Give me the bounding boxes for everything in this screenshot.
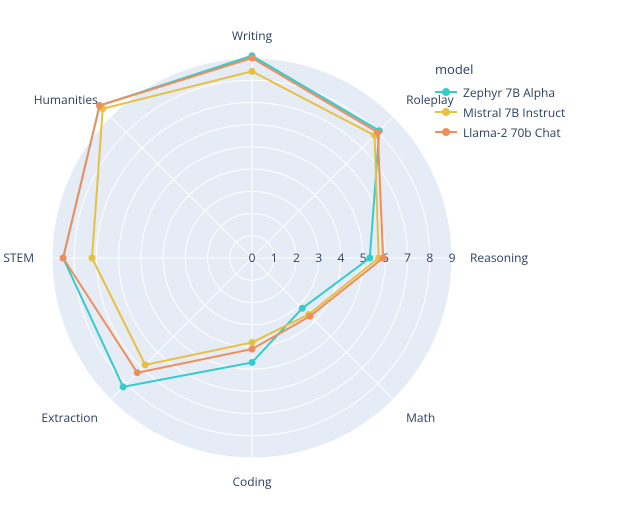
r-tick-label: 7 bbox=[404, 249, 411, 266]
r-tick-label: 3 bbox=[315, 249, 322, 266]
series-marker bbox=[134, 370, 140, 376]
axis-label: Reasoning bbox=[470, 249, 528, 266]
series-marker bbox=[120, 384, 126, 390]
r-tick-label: 0 bbox=[249, 249, 256, 266]
axis-label: STEM bbox=[3, 249, 34, 266]
axis-label: Math bbox=[406, 409, 435, 426]
legend-label: Zephyr 7B Alpha bbox=[463, 84, 555, 101]
legend: model Zephyr 7B Alpha Mistral 7B Instruct… bbox=[435, 60, 565, 142]
axis-label: Humanities bbox=[34, 91, 98, 108]
legend-item[interactable]: Llama-2 70b Chat bbox=[435, 122, 565, 142]
series-marker bbox=[142, 362, 148, 368]
r-tick-label: 4 bbox=[337, 249, 344, 266]
r-tick-label: 8 bbox=[426, 249, 433, 266]
legend-item[interactable]: Zephyr 7B Alpha bbox=[435, 82, 565, 102]
legend-item[interactable]: Mistral 7B Instruct bbox=[435, 102, 565, 122]
legend-label: Mistral 7B Instruct bbox=[463, 104, 565, 121]
series-marker bbox=[89, 255, 95, 261]
legend-swatch bbox=[435, 86, 457, 98]
legend-swatch bbox=[435, 126, 457, 138]
series-marker bbox=[380, 255, 386, 261]
series-marker bbox=[249, 339, 255, 345]
axis-label: Extraction bbox=[41, 409, 97, 426]
series-marker bbox=[307, 313, 313, 319]
series-marker bbox=[249, 55, 255, 61]
axis-label: Writing bbox=[232, 27, 273, 44]
series-marker bbox=[299, 305, 305, 311]
radar-chart: 0123456789ReasoningRoleplayWritingHumani… bbox=[0, 0, 629, 525]
legend-label: Llama-2 70b Chat bbox=[463, 124, 561, 141]
series-marker bbox=[60, 255, 66, 261]
series-marker bbox=[375, 129, 381, 135]
axis-label: Coding bbox=[232, 473, 272, 490]
series-marker bbox=[249, 359, 255, 365]
series-marker bbox=[249, 68, 255, 74]
r-tick-label: 2 bbox=[293, 249, 300, 266]
series-marker bbox=[367, 255, 373, 261]
r-tick-label: 1 bbox=[271, 249, 278, 266]
series-marker bbox=[97, 103, 103, 109]
legend-swatch bbox=[435, 106, 457, 118]
legend-title: model bbox=[435, 60, 565, 78]
r-tick-label: 9 bbox=[449, 249, 456, 266]
series-marker bbox=[249, 346, 255, 352]
